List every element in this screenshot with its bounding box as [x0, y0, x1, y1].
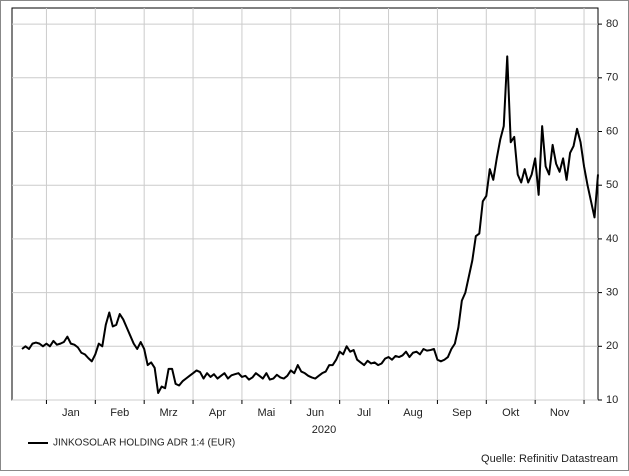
y-tick-label: 50 — [606, 179, 618, 191]
x-tick-label: Jan — [62, 407, 80, 419]
x-tick-label: Aug — [403, 407, 423, 419]
source-note: Quelle: Refinitiv Datastream — [481, 453, 618, 465]
y-tick-label: 10 — [606, 394, 618, 406]
y-tick-label: 80 — [606, 18, 618, 30]
x-tick-label: Mai — [257, 407, 275, 419]
y-tick-label: 40 — [606, 233, 618, 245]
x-tick-label: Nov — [550, 407, 570, 419]
y-tick-label: 60 — [606, 125, 618, 137]
x-tick-label: Okt — [502, 407, 519, 419]
x-tick-label: Jul — [357, 407, 371, 419]
x-tick-label: Sep — [452, 407, 472, 419]
x-axis-label: 2020 — [312, 424, 336, 436]
price-line — [21, 55, 599, 395]
legend-label: JINKOSOLAR HOLDING ADR 1:4 (EUR) — [53, 438, 235, 449]
y-tick-label: 20 — [606, 340, 618, 352]
x-tick-label: Mrz — [159, 407, 177, 419]
x-tick-label: Feb — [110, 407, 129, 419]
y-tick-label: 70 — [606, 72, 618, 84]
x-tick-label: Apr — [209, 407, 226, 419]
y-tick-label: 30 — [606, 287, 618, 299]
x-tick-label: Jun — [306, 407, 324, 419]
